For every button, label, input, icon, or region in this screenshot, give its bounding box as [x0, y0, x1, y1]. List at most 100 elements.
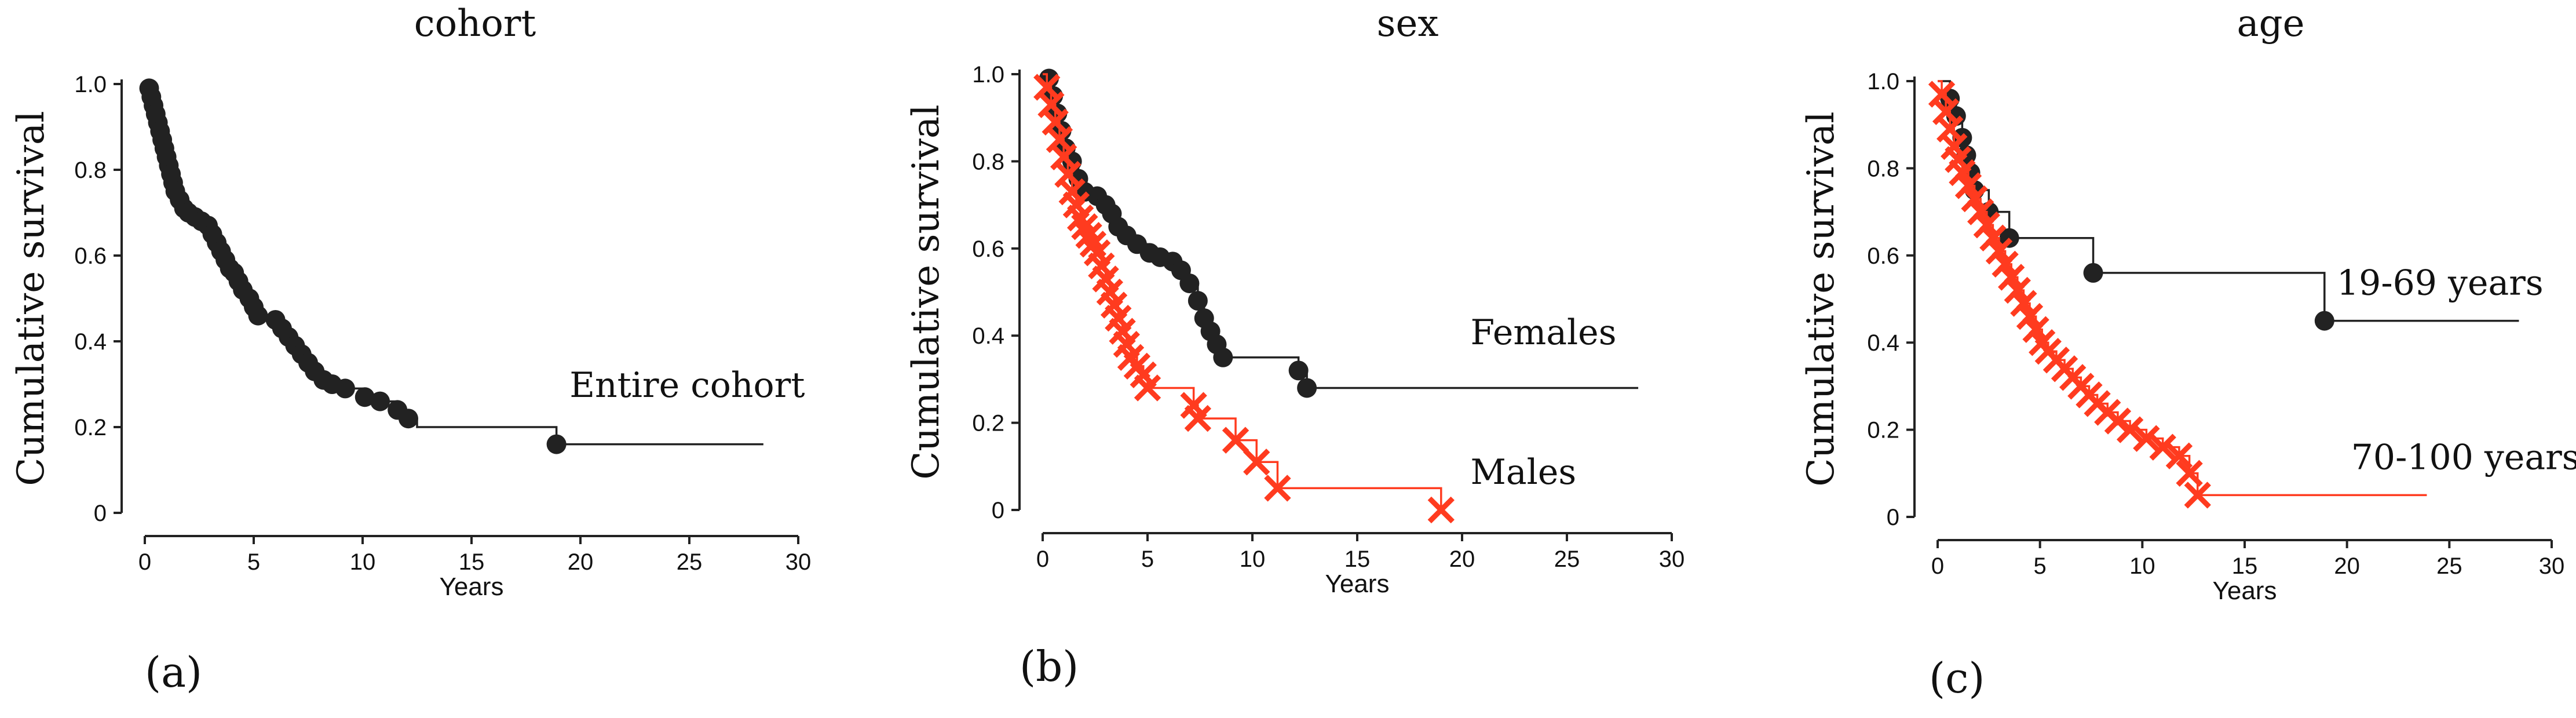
series-annotation: Males [1470, 452, 1576, 493]
censor-marker-x-stroke [1945, 146, 1972, 173]
censor-marker-x-stroke [1083, 239, 1111, 267]
censor-marker-x [2176, 460, 2203, 487]
censor-marker-x-stroke [2016, 302, 2044, 330]
y-axis-label: Cumulative survival [1800, 111, 1843, 486]
x-tick-label: 0 [1931, 553, 1944, 579]
y-tick-label: 0.8 [972, 149, 1004, 174]
x-tick-label: 25 [1554, 546, 1580, 572]
censor-marker-x-stroke [1941, 133, 1968, 160]
series-annotation: 19-69 years [2337, 263, 2544, 303]
censor-marker-dot [2314, 311, 2334, 331]
y-tick-label: 0 [992, 498, 1004, 523]
censor-marker-x-stroke [2004, 276, 2031, 304]
x-axis-label: Years [440, 573, 504, 601]
censor-marker-x [2004, 276, 2031, 304]
x-tick-label: 10 [1240, 546, 1266, 572]
series-entire-cohort [139, 78, 763, 454]
censor-marker-x [1243, 449, 1270, 476]
y-tick-label: 0 [94, 501, 107, 526]
chart-title: cohort [414, 2, 536, 45]
x-tick-label: 5 [1141, 546, 1154, 572]
censor-marker-x-stroke [1949, 159, 1976, 187]
x-tick-label: 25 [677, 549, 703, 575]
censor-marker-x-stroke [1071, 213, 1098, 240]
x-tick-label: 15 [1344, 546, 1371, 572]
y-tick-label: 0 [1887, 505, 1899, 530]
censor-marker-x [1427, 496, 1455, 524]
censor-marker-x-stroke [1105, 304, 1132, 332]
series-annotation: 70-100 years [2351, 437, 2576, 478]
y-tick-label: 0.2 [74, 415, 107, 440]
censor-marker-x-stroke [2022, 316, 2049, 343]
censor-marker-dot [398, 409, 418, 429]
censor-marker-dot [1297, 378, 1317, 398]
y-axis-label: Cumulative survival [10, 111, 53, 486]
y-tick-label: 0.6 [1867, 243, 1899, 269]
censor-marker-dot [546, 434, 567, 454]
y-tick-label: 1.0 [74, 72, 107, 97]
censor-marker-x [1973, 211, 2000, 239]
y-tick-label: 0.4 [1867, 330, 1899, 356]
censor-marker-x [2116, 416, 2144, 443]
censor-marker-x [2184, 482, 2211, 509]
censor-marker-dot [370, 391, 390, 411]
x-tick-label: 20 [2334, 553, 2360, 579]
censor-marker-x-stroke [2010, 290, 2037, 317]
y-tick-label: 0.2 [1867, 418, 1899, 443]
x-tick-label: 20 [1449, 546, 1475, 572]
censor-marker-x-stroke [1985, 238, 2013, 265]
y-tick-label: 0.4 [972, 323, 1004, 349]
censor-marker-x [1184, 404, 1212, 432]
x-tick-label: 30 [785, 549, 812, 575]
censor-marker-x [1985, 238, 2013, 265]
x-tick-label: 20 [568, 549, 594, 575]
censor-marker-x [2022, 316, 2049, 343]
censor-marker-x-stroke [2133, 425, 2160, 452]
x-tick-label: 0 [138, 549, 151, 575]
censor-marker-x-stroke [2149, 433, 2176, 461]
censor-marker-x-stroke [2176, 460, 2203, 487]
censor-marker-x-stroke [2184, 482, 2211, 509]
censor-marker-x-stroke [1222, 427, 1249, 454]
panel-age: age Cumulative survival 0 0.2 0.4 0.6 0.8 1.0 0 5… [1800, 2, 2576, 702]
x-tick-label: 10 [2129, 553, 2155, 579]
censor-marker-x [1992, 250, 2019, 278]
censor-marker-x [1264, 475, 1291, 502]
censor-marker-dot [1187, 291, 1208, 311]
censor-marker-x-stroke [1058, 178, 1086, 206]
censor-marker-dot [335, 378, 355, 399]
censor-marker-dot [1288, 360, 1309, 381]
y-tick-label: 0.2 [972, 411, 1004, 436]
censor-marker-x-stroke [1066, 204, 1094, 232]
censor-marker-x-stroke [1109, 318, 1136, 345]
censor-marker-x-stroke [1427, 496, 1455, 524]
censor-marker-x-stroke [1992, 250, 2019, 278]
censor-marker-x [1222, 427, 1249, 454]
panel-letter: (c) [1929, 654, 1985, 702]
censor-marker-x [2165, 442, 2193, 469]
censor-marker-x-stroke [2116, 416, 2144, 443]
y-tick-label: 1.0 [1867, 69, 1899, 94]
x-tick-label: 30 [1659, 546, 1685, 572]
y-tick-label: 0.8 [1867, 156, 1899, 181]
censor-marker-dot [248, 305, 268, 326]
y-tick-label: 0.4 [74, 329, 107, 355]
y-tick-label: 0.8 [74, 158, 107, 183]
censor-marker-x-stroke [1180, 392, 1207, 419]
censor-marker-x [1134, 374, 1161, 402]
series-annotation: Females [1470, 312, 1616, 353]
x-tick-label: 5 [2034, 553, 2047, 579]
censor-marker-dot [355, 387, 375, 407]
censor-marker-x-stroke [1134, 374, 1161, 402]
panel-sex: sex Cumulative survival 0 0.2 0.4 0.6 0.8 1.0 0 5… [905, 2, 1685, 691]
censor-marker-x-stroke [1075, 222, 1102, 249]
series-males [1033, 73, 1455, 524]
censor-marker-x-stroke [1130, 361, 1157, 389]
chart-title: age [2237, 2, 2305, 45]
censor-marker-x-stroke [1079, 231, 1107, 258]
censor-marker-x-stroke [1092, 265, 1119, 293]
censor-marker-x [1949, 159, 1976, 187]
censor-marker-x-stroke [2165, 442, 2193, 469]
censor-marker-x-stroke [1088, 252, 1115, 280]
